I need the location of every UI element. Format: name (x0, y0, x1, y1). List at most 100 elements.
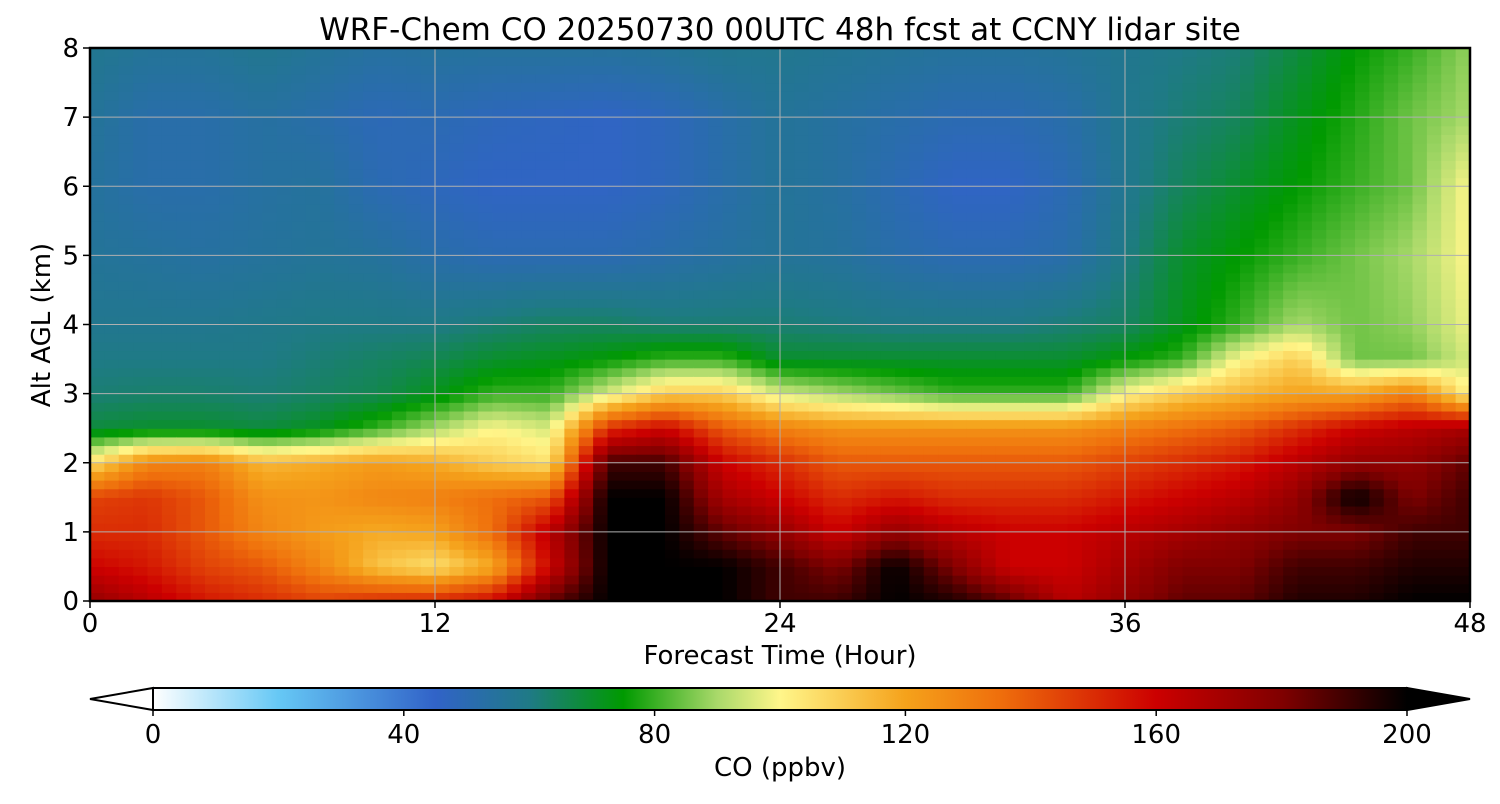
heatmap-cell (248, 65, 264, 75)
heatmap-cell (248, 523, 264, 533)
heatmap-cell (736, 454, 752, 464)
heatmap-cell (923, 143, 939, 153)
heatmap-cell (808, 557, 824, 568)
heatmap-cell (1067, 419, 1083, 429)
heatmap-cell (693, 281, 709, 291)
heatmap-cell (1139, 315, 1155, 326)
heatmap-cell (161, 402, 177, 412)
heatmap-cell (348, 359, 364, 369)
heatmap-cell (90, 445, 105, 455)
heatmap-cell (535, 514, 551, 524)
heatmap-cell (966, 428, 982, 438)
heatmap-cell (1196, 393, 1212, 403)
heatmap-cell (1110, 462, 1126, 472)
heatmap-cell (895, 454, 910, 464)
heatmap-cell (1010, 454, 1025, 464)
heatmap-cell (535, 333, 551, 343)
heatmap-cell (621, 436, 637, 447)
heatmap-cell (765, 384, 781, 395)
heatmap-cell (880, 73, 896, 84)
heatmap-cell (780, 125, 795, 136)
heatmap-cell (621, 523, 637, 533)
heatmap-cell (765, 462, 781, 472)
heatmap-cell (521, 289, 537, 300)
heatmap-cell (923, 557, 939, 568)
heatmap-cell (966, 194, 982, 205)
heatmap-cell (535, 350, 551, 360)
heatmap-cell (650, 540, 666, 550)
heatmap-cell (291, 462, 307, 472)
heatmap-cell (1010, 65, 1025, 75)
heatmap-cell (262, 82, 278, 92)
heatmap-cell (478, 454, 494, 464)
heatmap-cell (564, 505, 580, 516)
heatmap-cell (880, 160, 896, 170)
heatmap-cell (391, 445, 407, 455)
heatmap-cell (1081, 557, 1097, 568)
heatmap-cell (593, 220, 609, 231)
heatmap-cell (463, 523, 479, 533)
heatmap-cell (751, 125, 767, 136)
heatmap-cell (305, 246, 321, 256)
heatmap-cell (593, 333, 609, 343)
heatmap-cell (391, 177, 407, 187)
heatmap-cell (205, 82, 220, 92)
heatmap-cell (823, 82, 839, 92)
heatmap-cell (176, 298, 192, 308)
heatmap-cell (521, 471, 537, 481)
heatmap-cell (966, 91, 982, 101)
heatmap-cell (1081, 333, 1097, 343)
heatmap-cell (406, 160, 422, 170)
heatmap-cell (823, 194, 839, 205)
heatmap-cell (593, 65, 609, 75)
heatmap-cell (679, 281, 695, 291)
heatmap-cell (478, 471, 494, 481)
heatmap-cell (650, 367, 666, 377)
heatmap-cell (133, 91, 149, 101)
heatmap-cell (1182, 531, 1198, 542)
heatmap-cell (880, 108, 896, 118)
heatmap-cell (1168, 108, 1184, 118)
heatmap-cell (262, 272, 278, 282)
heatmap-cell (492, 56, 508, 66)
heatmap-cell (262, 592, 278, 602)
heatmap-cell (262, 134, 278, 144)
heatmap-cell (851, 229, 867, 239)
heatmap-cell (276, 307, 292, 317)
heatmap-cell (765, 82, 781, 92)
heatmap-cell (736, 177, 752, 187)
heatmap-cell (1053, 255, 1069, 265)
heatmap-cell (607, 255, 623, 265)
heatmap-cell (607, 99, 623, 110)
heatmap-cell (679, 82, 695, 92)
heatmap-cell (535, 238, 551, 248)
heatmap-cell (133, 592, 149, 602)
heatmap-cell (607, 376, 623, 386)
heatmap-cell (104, 220, 120, 231)
heatmap-cell (506, 220, 522, 231)
heatmap-cell (794, 471, 810, 481)
heatmap-cell (679, 549, 695, 559)
heatmap-cell (233, 220, 249, 231)
heatmap-cell (449, 393, 465, 403)
heatmap-cell (808, 229, 824, 239)
heatmap-cell (219, 471, 235, 481)
heatmap-cell (1024, 324, 1040, 334)
heatmap-cell (276, 341, 292, 352)
heatmap-cell (880, 255, 896, 265)
heatmap-cell (1038, 341, 1054, 352)
heatmap-cell (363, 143, 379, 153)
heatmap-cell (1053, 48, 1069, 58)
heatmap-cell (751, 220, 767, 231)
heatmap-cell (147, 281, 163, 291)
heatmap-cell (435, 82, 450, 92)
heatmap-cell (1024, 134, 1040, 144)
heatmap-cell (133, 73, 149, 84)
heatmap-cell (895, 48, 910, 58)
heatmap-cell (722, 333, 738, 343)
heatmap-cell (780, 376, 795, 386)
heatmap-cell (1110, 160, 1126, 170)
heatmap-cell (276, 125, 292, 136)
heatmap-cell (794, 143, 810, 153)
heatmap-cell (133, 384, 149, 395)
